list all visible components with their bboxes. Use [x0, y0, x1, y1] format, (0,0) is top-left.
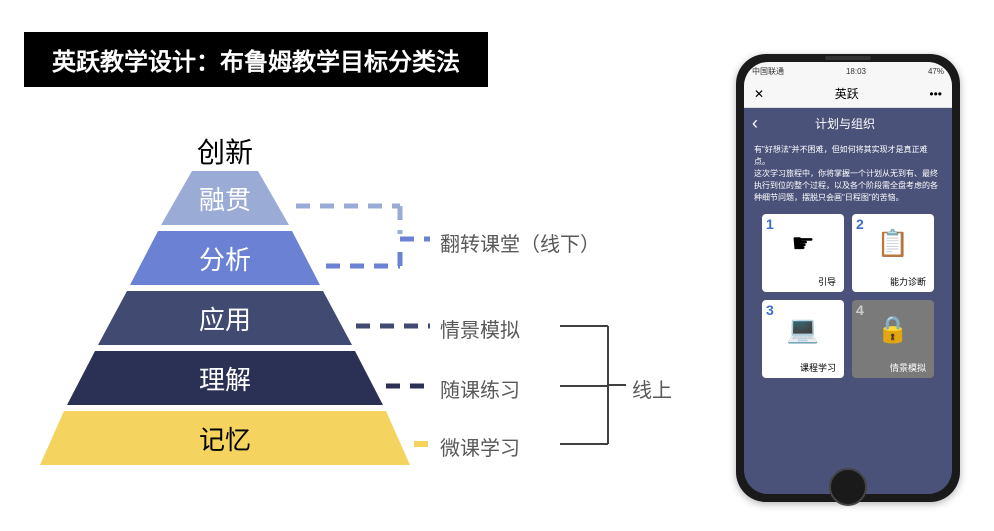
- tile-icon: ☛: [766, 228, 840, 259]
- tile-label: 引导: [766, 275, 840, 288]
- tile-number: 2: [856, 216, 864, 232]
- status-carrier: 中国联通: [752, 66, 784, 77]
- close-icon[interactable]: ✕: [754, 87, 764, 101]
- label-scenario: 情景模拟: [440, 314, 520, 343]
- app-tiles: 1☛ 引导 2📋 能力诊断 3💻 课程学习 4🔒 情景模拟: [744, 214, 952, 378]
- phone-mockup: 中国联通 18:03 47% ✕ 英跃 ••• ‹ 计划与组织 有"好想法"并不…: [736, 54, 960, 502]
- more-icon[interactable]: •••: [929, 87, 942, 101]
- home-button[interactable]: [829, 468, 867, 506]
- app-header: ‹ 计划与组织: [744, 108, 952, 138]
- tile-icon: 📋: [856, 228, 930, 259]
- tile-label: 能力诊断: [856, 275, 930, 288]
- phone-earpiece: [825, 56, 871, 60]
- label-micro-course: 微课学习: [440, 432, 520, 461]
- phone-status-bar: 中国联通 18:03 47%: [744, 62, 952, 80]
- tile-4: 4🔒 情景模拟: [852, 300, 934, 378]
- wechat-header: ✕ 英跃 •••: [744, 80, 952, 108]
- tile-icon: 💻: [766, 314, 840, 345]
- tile-1[interactable]: 1☛ 引导: [762, 214, 844, 292]
- tile-number: 1: [766, 216, 774, 232]
- app-description: 有"好想法"并不困难，但如何将其实现才是真正难点。 这次学习旅程中，你将掌握一个…: [744, 138, 952, 214]
- pyramid-layer-label-0: 创新: [197, 131, 253, 171]
- label-online: 线上: [632, 374, 672, 403]
- status-battery: 47%: [928, 67, 944, 76]
- tile-label: 情景模拟: [856, 361, 930, 374]
- wechat-title: 英跃: [835, 85, 859, 102]
- app-desc-line2: 这次学习旅程中，你将掌握一个计划从无到有、最终执行到位的整个过程，以及各个阶段需…: [754, 168, 942, 204]
- status-time: 18:03: [846, 67, 866, 76]
- tile-number: 4: [856, 302, 864, 318]
- tile-3[interactable]: 3💻 课程学习: [762, 300, 844, 378]
- tile-number: 3: [766, 302, 774, 318]
- app-desc-line1: 有"好想法"并不困难，但如何将其实现才是真正难点。: [754, 144, 942, 168]
- tile-label: 课程学习: [766, 361, 840, 374]
- label-practice: 随课练习: [440, 374, 520, 403]
- app-header-title: 计划与组织: [758, 115, 932, 132]
- label-flipped-classroom: 翻转课堂（线下）: [440, 228, 600, 257]
- tile-2[interactable]: 2📋 能力诊断: [852, 214, 934, 292]
- tile-icon: 🔒: [856, 314, 930, 345]
